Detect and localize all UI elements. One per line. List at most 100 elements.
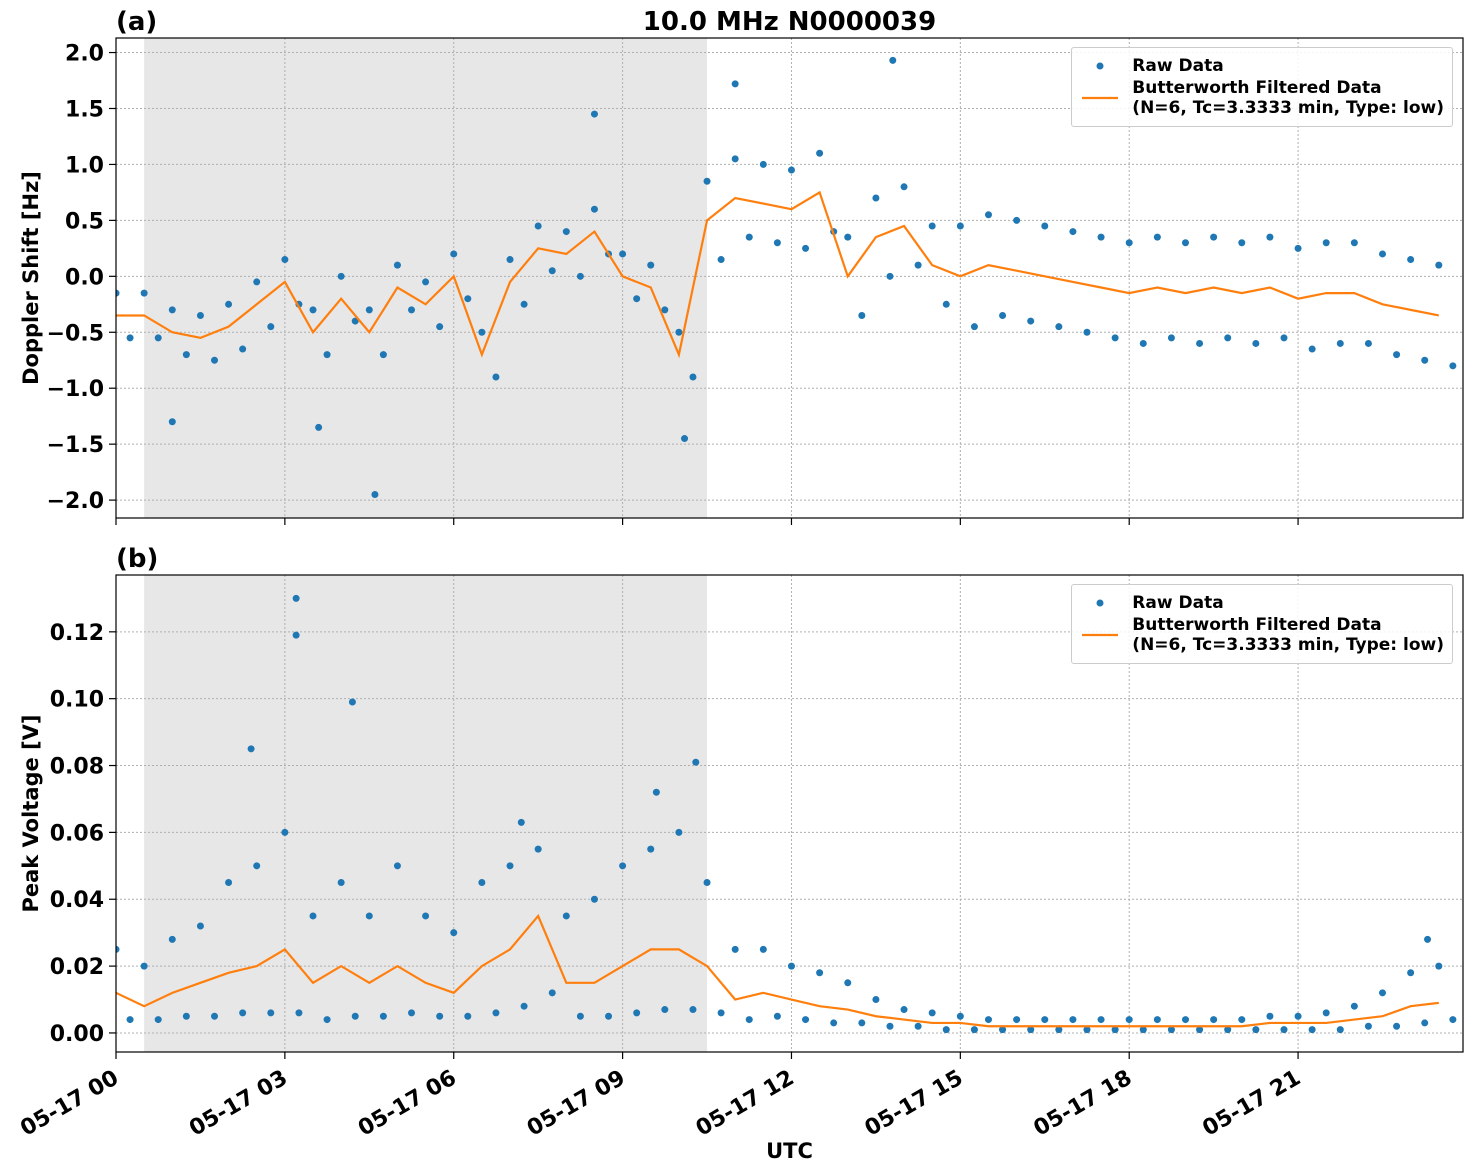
raw-point <box>182 1012 190 1020</box>
raw-point <box>1027 317 1035 325</box>
raw-point <box>886 272 894 280</box>
raw-point <box>1069 228 1077 236</box>
raw-point <box>1069 1016 1077 1024</box>
legend-symbol <box>1082 633 1119 637</box>
raw-point <box>717 256 725 264</box>
raw-point <box>309 306 317 314</box>
raw-point <box>1294 244 1302 252</box>
raw-point <box>889 56 897 64</box>
raw-point <box>703 177 711 185</box>
raw-point <box>731 945 739 953</box>
filtered-line <box>116 913 1439 1028</box>
raw-point <box>1280 1026 1288 1034</box>
filtered-line <box>116 190 1440 359</box>
y-tick-label: −1.0 <box>47 377 104 402</box>
raw-point <box>408 1009 416 1017</box>
raw-point <box>1153 233 1161 241</box>
raw-point <box>422 278 430 286</box>
raw-point <box>1280 334 1288 342</box>
y-tick-label: 0.5 <box>65 209 104 234</box>
raw-point <box>1181 239 1189 247</box>
raw-point <box>928 1009 936 1017</box>
raw-point <box>323 351 331 359</box>
raw-point <box>1111 1026 1119 1034</box>
plot-frame <box>115 574 1464 1053</box>
raw-point <box>450 250 458 258</box>
raw-point <box>520 1002 528 1010</box>
raw-point <box>1435 261 1443 269</box>
raw-point <box>652 788 660 796</box>
raw-point <box>1041 222 1049 230</box>
raw-point <box>773 239 781 247</box>
raw-point <box>492 1009 500 1017</box>
y-tick-label: 0.00 <box>50 1022 104 1047</box>
raw-point <box>562 912 570 920</box>
y-tick-label: 0.10 <box>50 688 104 713</box>
raw-point <box>1393 1022 1401 1030</box>
raw-point <box>116 289 120 297</box>
raw-point <box>675 828 683 836</box>
raw-point <box>281 256 289 264</box>
raw-point <box>787 962 795 970</box>
raw-point <box>436 1012 444 1020</box>
legend-key <box>1080 88 1120 108</box>
raw-point <box>675 328 683 336</box>
raw-point <box>379 1012 387 1020</box>
y-axis-label: Peak Voltage [V] <box>19 714 43 912</box>
raw-point <box>351 317 359 325</box>
raw-point <box>1308 1026 1316 1034</box>
raw-point <box>731 155 739 163</box>
raw-point <box>408 306 416 314</box>
raw-point <box>984 211 992 219</box>
raw-point <box>914 261 922 269</box>
raw-point <box>365 306 373 314</box>
raw-point <box>956 222 964 230</box>
raw-point <box>168 935 176 943</box>
raw-point <box>315 423 323 431</box>
raw-point <box>1424 935 1432 943</box>
y-tick-label: −0.5 <box>47 321 104 346</box>
raw-point <box>337 272 345 280</box>
x-tick-label: 05-17 15 <box>861 1066 968 1142</box>
raw-point <box>520 300 528 308</box>
raw-point <box>292 594 300 602</box>
raw-point <box>647 261 655 269</box>
raw-point <box>247 745 255 753</box>
raw-point <box>1407 969 1415 977</box>
raw-point <box>717 1009 725 1017</box>
raw-point <box>239 1009 247 1017</box>
legend: Raw Data Butterworth Filtered Data (N=6, … <box>1071 47 1453 127</box>
y-tick-label: 0.08 <box>50 755 104 780</box>
legend-label: Raw Data <box>1132 593 1224 613</box>
raw-point <box>292 631 300 639</box>
raw-point <box>140 962 148 970</box>
x-axis-label: UTC <box>766 1139 813 1163</box>
raw-point <box>1153 1016 1161 1024</box>
y-tick-label: 1.0 <box>65 153 104 178</box>
raw-point <box>506 862 514 870</box>
raw-point <box>464 295 472 303</box>
raw-point <box>1421 1019 1429 1027</box>
raw-point <box>267 323 275 331</box>
raw-point <box>182 351 190 359</box>
raw-point <box>942 1026 950 1034</box>
raw-point <box>703 879 711 887</box>
raw-point <box>1435 962 1443 970</box>
raw-point <box>802 244 810 252</box>
raw-point <box>464 1012 472 1020</box>
raw-point <box>1097 1016 1105 1024</box>
raw-point <box>689 1006 697 1014</box>
y-tick-label: −2.0 <box>47 489 104 514</box>
raw-point <box>1449 362 1457 370</box>
y-tick-label: 0.12 <box>50 621 104 646</box>
raw-point <box>844 233 852 241</box>
legend-symbol <box>1096 599 1104 607</box>
raw-point <box>984 1016 992 1024</box>
raw-point <box>872 996 880 1004</box>
raw-point <box>281 828 289 836</box>
legend-entry: Butterworth Filtered Data (N=6, Tc=3.333… <box>1080 78 1444 118</box>
raw-point <box>309 912 317 920</box>
raw-point <box>436 323 444 331</box>
raw-point <box>492 373 500 381</box>
legend-key <box>1080 625 1120 645</box>
